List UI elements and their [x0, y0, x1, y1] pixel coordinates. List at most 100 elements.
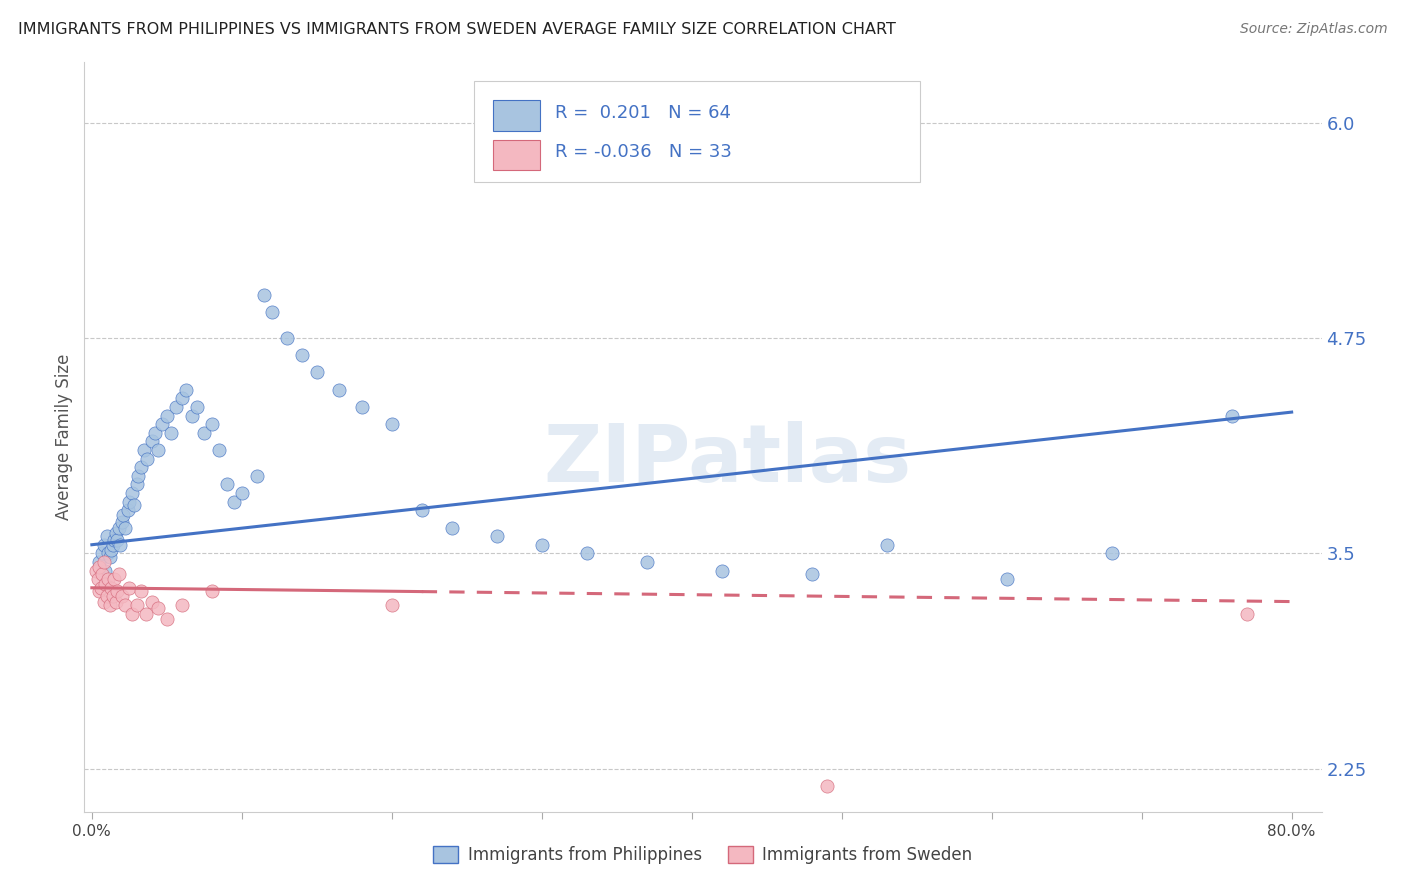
Point — [121, 486, 143, 500]
Point — [93, 594, 115, 608]
Point — [114, 520, 136, 534]
Point — [89, 560, 111, 574]
Legend: Immigrants from Philippines, Immigrants from Sweden: Immigrants from Philippines, Immigrants … — [426, 839, 980, 871]
Point — [98, 549, 121, 564]
Point — [101, 538, 124, 552]
Text: R = -0.036   N = 33: R = -0.036 N = 33 — [554, 144, 731, 161]
Point — [800, 567, 823, 582]
Point — [328, 383, 350, 397]
Point — [305, 366, 328, 380]
Point — [170, 392, 193, 406]
Point — [98, 598, 121, 612]
Point — [231, 486, 253, 500]
Point — [176, 383, 198, 397]
Point — [165, 400, 187, 414]
Point — [125, 477, 148, 491]
Point — [101, 590, 124, 604]
Point — [156, 409, 179, 423]
Point — [215, 477, 238, 491]
Point — [97, 572, 120, 586]
Point — [108, 567, 131, 582]
FancyBboxPatch shape — [474, 81, 920, 182]
Point — [117, 503, 139, 517]
Point — [141, 434, 163, 449]
Point — [127, 468, 149, 483]
Point — [97, 546, 120, 560]
Point — [122, 498, 145, 512]
Point — [208, 442, 231, 457]
Point — [96, 590, 118, 604]
Point — [125, 598, 148, 612]
Point — [186, 400, 208, 414]
Point — [1236, 607, 1258, 621]
Point — [94, 577, 117, 591]
Point — [530, 538, 553, 552]
Point — [276, 331, 298, 345]
Point — [110, 538, 132, 552]
Point — [89, 555, 111, 569]
Text: ZIPatlas: ZIPatlas — [544, 420, 912, 499]
Point — [93, 555, 115, 569]
Point — [103, 533, 125, 547]
Point — [876, 538, 898, 552]
Point — [350, 400, 373, 414]
Text: R =  0.201   N = 64: R = 0.201 N = 64 — [554, 103, 731, 121]
Point — [94, 564, 117, 578]
Point — [150, 417, 173, 432]
Point — [160, 425, 183, 440]
Point — [103, 572, 125, 586]
Bar — [492, 100, 540, 130]
Bar — [492, 140, 540, 170]
Point — [381, 417, 404, 432]
Point — [87, 572, 110, 586]
Point — [136, 451, 159, 466]
Point — [100, 581, 122, 595]
Point — [411, 503, 433, 517]
Point — [1101, 546, 1123, 560]
Point — [135, 607, 157, 621]
Point — [104, 594, 127, 608]
Point — [96, 529, 118, 543]
Point — [995, 572, 1018, 586]
Point — [105, 533, 128, 547]
Point — [118, 581, 141, 595]
Point — [201, 417, 224, 432]
Point — [485, 529, 508, 543]
Point — [575, 546, 598, 560]
Point — [156, 612, 179, 626]
Point — [291, 348, 314, 362]
Point — [100, 542, 122, 557]
Point — [260, 305, 283, 319]
Point — [111, 516, 134, 530]
Point — [253, 288, 276, 302]
Point — [104, 525, 127, 540]
Point — [170, 598, 193, 612]
Text: Source: ZipAtlas.com: Source: ZipAtlas.com — [1240, 22, 1388, 37]
Point — [134, 442, 156, 457]
Point — [90, 581, 112, 595]
Point — [193, 425, 215, 440]
Point — [114, 598, 136, 612]
Point — [440, 520, 463, 534]
Point — [108, 520, 131, 534]
Point — [815, 779, 838, 793]
Point — [131, 460, 153, 475]
Point — [201, 584, 224, 599]
Point — [181, 409, 204, 423]
Point — [86, 564, 108, 578]
Point — [636, 555, 658, 569]
Point — [121, 607, 143, 621]
Point — [112, 508, 135, 523]
Point — [146, 442, 169, 457]
Point — [381, 598, 404, 612]
Point — [143, 425, 166, 440]
Point — [1220, 409, 1243, 423]
Point — [118, 494, 141, 508]
Point — [131, 584, 153, 599]
Point — [111, 590, 134, 604]
Point — [710, 564, 733, 578]
Point — [93, 538, 115, 552]
Point — [224, 494, 246, 508]
Y-axis label: Average Family Size: Average Family Size — [55, 354, 73, 520]
Point — [105, 584, 128, 599]
